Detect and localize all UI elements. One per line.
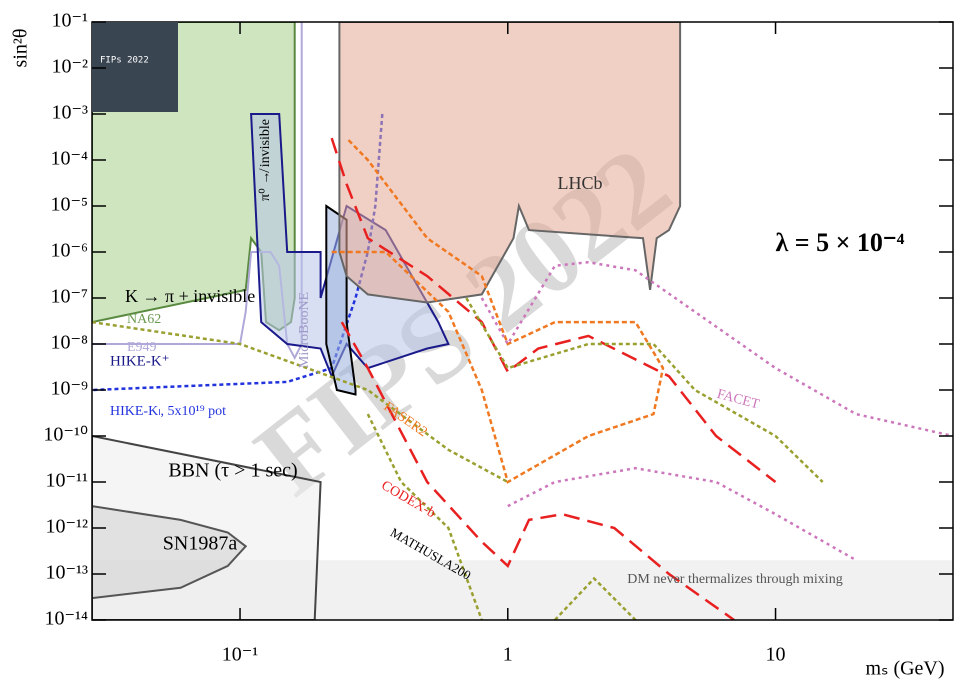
y-tick-label: 10⁻² bbox=[51, 56, 88, 78]
exclusion-region bbox=[507, 466, 857, 562]
annotation: HIKE-K⁺ bbox=[110, 353, 170, 369]
annotation: MicroBooNE bbox=[297, 292, 312, 368]
exclusion-region bbox=[331, 137, 665, 484]
exclusion-region bbox=[553, 576, 637, 620]
annotation: K → π + invisible bbox=[125, 286, 255, 306]
exclusion-region bbox=[366, 413, 483, 620]
annotation: E949 bbox=[127, 340, 157, 355]
annotation: SN1987a bbox=[163, 533, 238, 555]
y-tick-label: 10⁻¹ bbox=[51, 10, 88, 32]
annotation: DM never thermalizes through mixing bbox=[627, 572, 842, 587]
x-axis-label: mₛ (GeV) bbox=[865, 658, 944, 680]
y-tick-label: 10⁻⁹ bbox=[50, 378, 88, 400]
plot-frame bbox=[91, 21, 954, 621]
logo bbox=[92, 22, 178, 112]
exclusion-region bbox=[465, 297, 824, 483]
exclusion-region bbox=[340, 321, 735, 620]
y-tick-label: 10⁻¹⁴ bbox=[44, 608, 88, 630]
y-tick-label: 10⁻¹⁰ bbox=[43, 424, 88, 446]
exclusion-region bbox=[338, 22, 682, 304]
annotation: LHCb bbox=[558, 173, 603, 193]
x-tick-label: 10⁻¹ bbox=[222, 644, 259, 666]
annotation: BBN (τ > 1 sec) bbox=[168, 460, 297, 482]
y-tick-label: 10⁻³ bbox=[51, 102, 88, 124]
annotation: HIKE-Kₗ, 5x10¹⁹ pot bbox=[110, 404, 226, 419]
y-tick-label: 10⁻⁵ bbox=[50, 194, 88, 216]
annotation: λ = 5 × 10⁻⁴ bbox=[776, 228, 905, 257]
exclusion-region bbox=[92, 320, 509, 484]
y-tick-label: 10⁻⁴ bbox=[50, 148, 88, 170]
y-tick-label: 10⁻⁸ bbox=[50, 332, 88, 354]
y-tick-label: 10⁻¹³ bbox=[45, 562, 88, 584]
y-tick-label: 10⁻¹¹ bbox=[45, 470, 88, 492]
y-axis-label: sin²θ bbox=[10, 29, 32, 68]
x-tick-label: 10 bbox=[766, 644, 786, 666]
y-tick-label: 10⁻⁶ bbox=[50, 240, 88, 262]
logo-text: FIPs 2022 bbox=[100, 56, 149, 66]
exclusion-region bbox=[92, 505, 248, 600]
annotation: NA62 bbox=[127, 312, 161, 327]
annotation: π⁰ ↛ invisible bbox=[258, 119, 273, 201]
exclusion-region bbox=[480, 260, 953, 438]
y-tick-label: 10⁻⁷ bbox=[50, 286, 88, 308]
x-tick-label: 1 bbox=[503, 644, 513, 666]
exclusion-region bbox=[330, 137, 777, 483]
y-tick-label: 10⁻¹² bbox=[45, 516, 88, 538]
